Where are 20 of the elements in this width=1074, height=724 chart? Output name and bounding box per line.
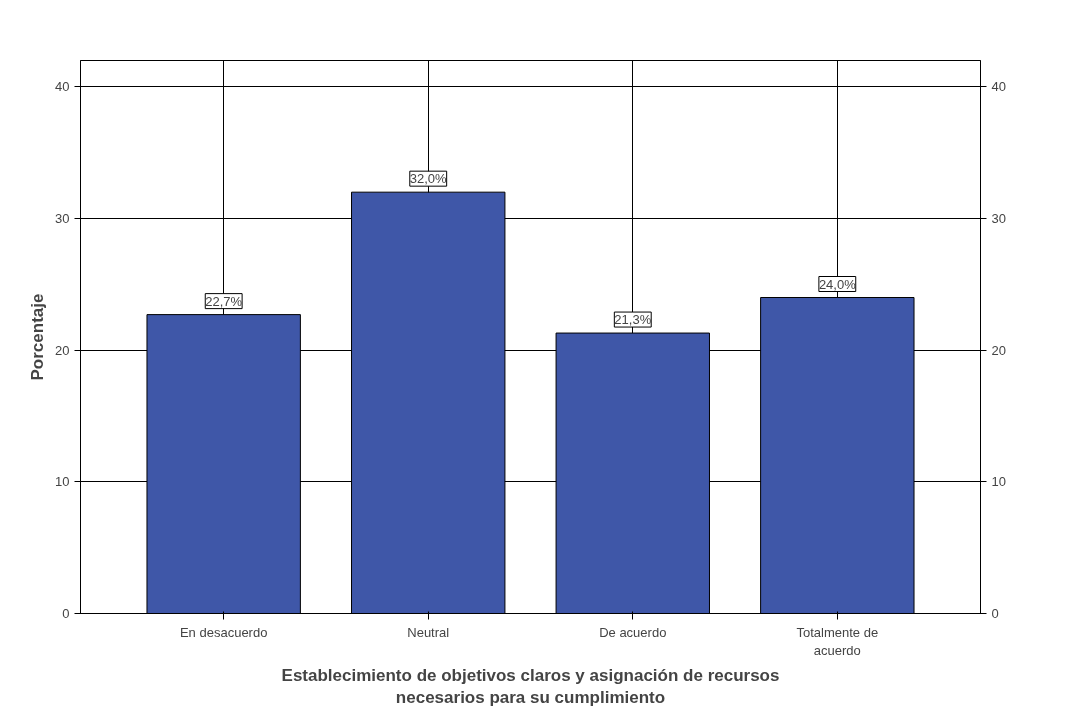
y2-tick-label: 20: [991, 342, 1006, 358]
data-label: 22,7%: [205, 293, 243, 309]
data-label: 32,0%: [409, 171, 448, 187]
y2-tick-label: 30: [991, 211, 1006, 226]
y-axis-title: Porcentaje: [28, 293, 48, 381]
x-axis-title: Establecimiento de objetivos claros y asignación de recursos necesarios para su cumplimiento: [281, 665, 780, 708]
x-tick-label: En desacuerdo: [179, 624, 268, 640]
y2-tick-label: 40: [991, 79, 1006, 95]
data-label: 24,0%: [818, 276, 857, 292]
y2-tick-label: 0: [991, 606, 999, 621]
data-label: 21,3%: [614, 312, 652, 328]
y-tick-label: 0: [62, 606, 70, 621]
y2-tick-label: 10: [991, 474, 1006, 490]
y-tick-label: 30: [55, 211, 70, 226]
x-tick-label: Totalmente de acuerdo: [796, 624, 879, 658]
y-tick-label: 10: [55, 474, 70, 490]
x-tick-label: De acuerdo: [599, 624, 667, 640]
y-tick-label: 40: [55, 79, 70, 95]
y-tick-label: 20: [55, 342, 70, 358]
x-tick-label: Neutral: [407, 624, 450, 640]
